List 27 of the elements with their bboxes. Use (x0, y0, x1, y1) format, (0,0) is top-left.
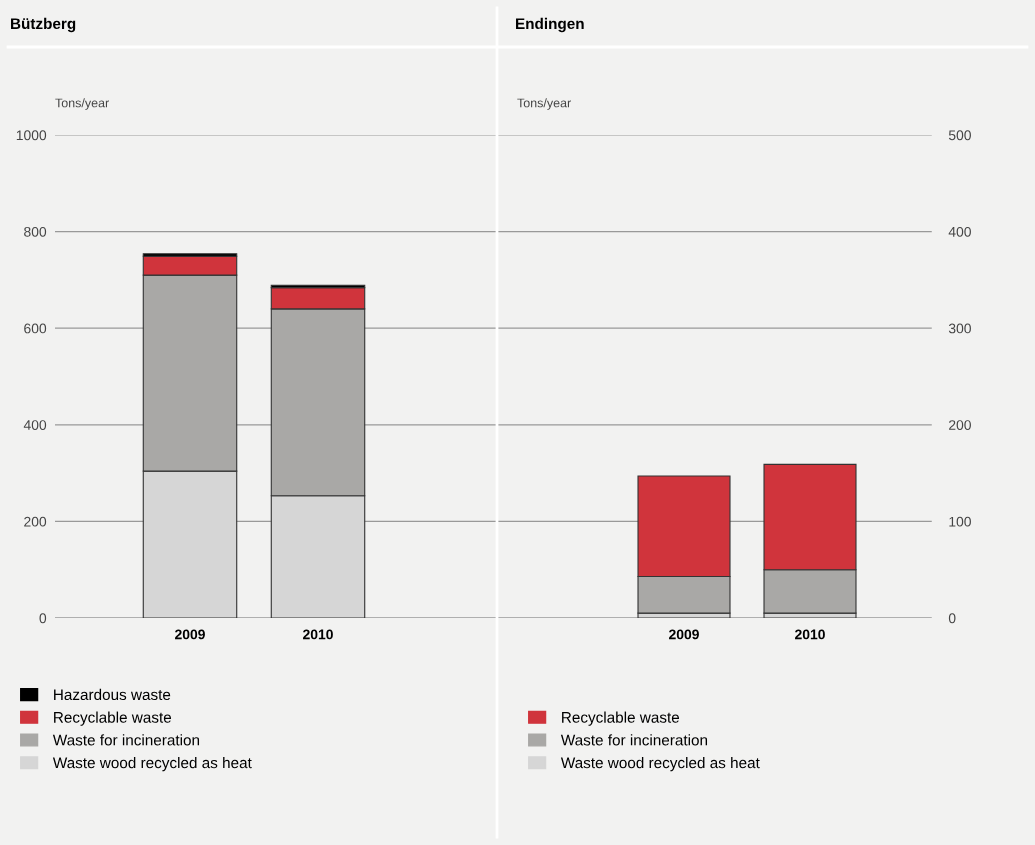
y-tick-label: 800 (24, 226, 47, 237)
chart-title: Bützberg (11, 17, 76, 33)
legend-label: Recyclable waste (562, 711, 680, 726)
legend-label: Waste wood recycled as heat (52, 757, 252, 772)
y-tick-label: 200 (949, 420, 971, 430)
y-axis-title: Tons/year (55, 98, 109, 110)
legend-label: Waste for incineration (560, 734, 708, 746)
y-tick-label: 500 (948, 130, 971, 141)
y-tick-label: 0 (39, 613, 47, 624)
y-axis-title: Tons/year (517, 98, 571, 110)
y-tick-label: 100 (949, 516, 971, 527)
x-tick-label: 2009 (175, 629, 205, 640)
x-tick-label: 2010 (303, 629, 333, 640)
legend-label: Recyclable waste (54, 711, 172, 726)
y-tick-label: 1000 (16, 130, 47, 141)
legend-label: Waste wood recycled as heat (560, 757, 760, 772)
y-tick-label: 600 (24, 323, 47, 334)
x-tick-label: 2009 (669, 629, 699, 640)
x-tick-label: 2010 (795, 629, 825, 640)
chart-title: Endingen (516, 17, 584, 33)
legend-label: Hazardous waste (54, 688, 171, 701)
y-tick-label: 300 (948, 323, 971, 334)
y-tick-label: 400 (948, 226, 971, 237)
legend-label: Waste for incineration (52, 734, 200, 746)
y-tick-label: 400 (23, 420, 47, 430)
y-tick-label: 200 (24, 516, 47, 527)
y-tick-label: 0 (948, 613, 956, 624)
